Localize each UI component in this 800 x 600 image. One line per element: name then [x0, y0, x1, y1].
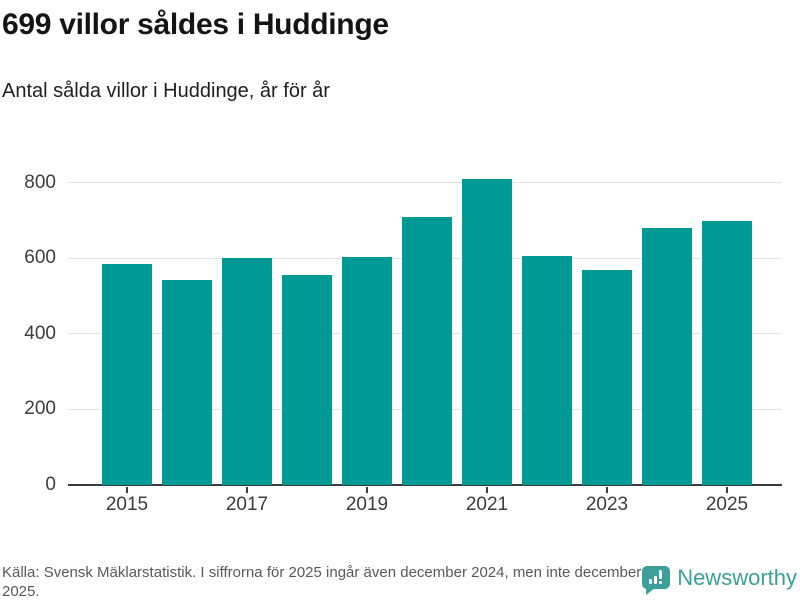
newsworthy-logo-icon: [642, 566, 671, 595]
bar-2025: [702, 220, 752, 485]
x-axis-label: 2021: [465, 494, 509, 515]
x-axis-label: 2019: [345, 494, 389, 515]
bar-2023: [582, 269, 632, 485]
x-axis-line: [68, 484, 782, 486]
logo-bar-icon: [654, 576, 658, 584]
y-axis-label: 400: [24, 322, 56, 344]
x-axis-tick: [726, 487, 728, 493]
x-axis-label: 2017: [225, 494, 269, 515]
x-axis-tick: [606, 487, 608, 493]
x-axis-tick: [246, 487, 248, 493]
chart-title: 699 villor såldes i Huddinge: [2, 8, 389, 41]
bar-2019: [342, 257, 392, 485]
newsworthy-logo[interactable]: Newsworthy: [642, 564, 797, 595]
gridline: [68, 182, 782, 184]
bar-2024: [642, 228, 692, 485]
bar-2021: [462, 178, 512, 485]
speech-bubble-tail-icon: [646, 588, 656, 595]
bar-2015: [102, 263, 152, 485]
y-axis-label: 800: [24, 171, 56, 193]
x-axis-label: 2023: [585, 494, 629, 515]
y-axis-label: 0: [45, 474, 56, 495]
x-axis-tick: [126, 487, 128, 493]
x-axis-label: 2025: [705, 494, 749, 515]
chart-subtitle: Antal sålda villor i Huddinge, år för år: [2, 80, 330, 102]
x-axis-label: 2015: [105, 494, 149, 515]
y-axis-label: 600: [24, 247, 56, 269]
logo-exclamation-dot-icon: [659, 581, 663, 584]
x-axis-tick: [486, 487, 488, 493]
bar-2017: [222, 258, 272, 485]
bar-2020: [402, 217, 452, 485]
logo-bar-icon: [649, 579, 653, 584]
logo-exclamation-icon: [659, 570, 663, 579]
newsworthy-wordmark: Newsworthy: [677, 565, 797, 590]
bar-2022: [522, 256, 572, 485]
bar-2016: [162, 280, 212, 485]
source-note: Källa: Svensk Mäklarstatistik. I siffror…: [2, 564, 642, 600]
y-axis-label: 200: [24, 398, 56, 420]
bar-2018: [282, 274, 332, 485]
x-axis-tick: [366, 487, 368, 493]
